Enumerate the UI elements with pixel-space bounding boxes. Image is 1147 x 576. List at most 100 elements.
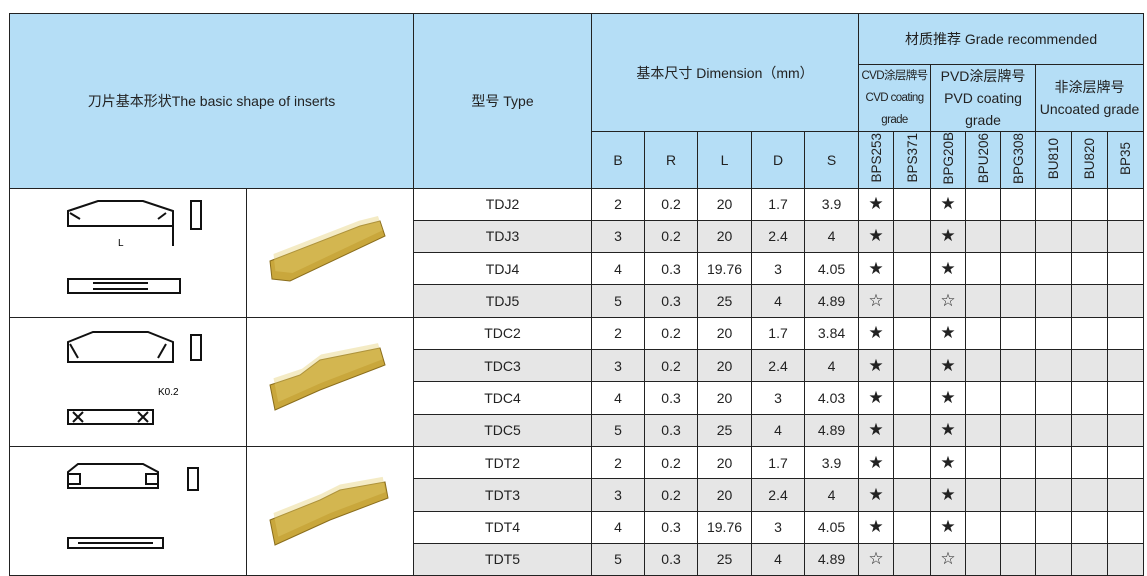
dim-B-cell: 5 [591, 542, 646, 576]
dim-B-cell: 2 [591, 445, 646, 480]
dim-L-cell: 20 [697, 381, 753, 415]
table-row: TDT3 3 0.2 20 2.4 4 ★ ★ [10, 478, 1145, 512]
grade-mark-BPS253: ★ [858, 349, 895, 383]
grade-mark-BPS253: ★ [858, 252, 895, 286]
grade-mark-BPS371 [893, 478, 932, 512]
dim-S-cell: 4 [804, 349, 860, 383]
grade-mark-BP35 [1107, 316, 1145, 351]
grade-mark-BU820 [1071, 284, 1109, 318]
dim-B-cell: 3 [591, 219, 646, 254]
dimension-header: 基本尺寸 Dimension（mm） [591, 13, 860, 132]
dim-R-cell: 0.3 [644, 542, 699, 576]
grade-mark-BU810 [1035, 187, 1073, 221]
grade-mark-BPS371 [893, 381, 932, 415]
grade-table: 刀片基本形状The basic shape of inserts 型号 Type… [8, 13, 1145, 576]
grade-mark-BPG20B: ★ [930, 381, 967, 415]
dim-B-cell: 3 [591, 478, 646, 512]
table-row: TDC4 4 0.3 20 3 4.03 ★ ★ [10, 381, 1145, 415]
grade-mark-BPU206 [965, 349, 1002, 383]
grade-mark-BP35 [1107, 349, 1145, 383]
dim-header-D: D [751, 131, 806, 189]
dim-L-cell: 19.76 [697, 510, 753, 544]
dim-S-cell: 4.05 [804, 252, 860, 286]
grade-mark-BU810 [1035, 478, 1073, 512]
grade-mark-BPS253: ★ [858, 413, 895, 447]
insert-drawing [9, 445, 247, 576]
grade-mark-BU810 [1035, 284, 1073, 318]
dim-B-cell: 2 [591, 187, 646, 221]
grade-mark-BPG308 [1000, 187, 1037, 221]
table-row: TDJ5 5 0.3 25 4 4.89 ☆ ☆ [10, 284, 1145, 318]
table-row: TDC5 5 0.3 25 4 4.89 ★ ★ [10, 413, 1145, 447]
grade-mark-BP35 [1107, 510, 1145, 544]
grade-mark-BPG20B: ★ [930, 510, 967, 544]
grade-mark-BPU206 [965, 219, 1002, 254]
grade-mark-BPG20B: ★ [930, 252, 967, 286]
table-row: TDT2 2 0.2 20 1.7 3.9 ★ ★ [9, 445, 1145, 576]
dim-S-cell: 4 [804, 478, 860, 512]
dim-D-cell: 1.7 [751, 187, 806, 221]
dim-R-cell: 0.2 [644, 445, 699, 480]
type-cell: TDT5 [413, 542, 593, 576]
type-cell: TDC5 [413, 413, 593, 447]
grade-mark-BPS371 [893, 349, 932, 383]
grade-mark-BP35 [1107, 381, 1145, 415]
type-cell: TDJ2 [413, 187, 593, 221]
dim-R-cell: 0.3 [644, 510, 699, 544]
grade-mark-BPS371 [893, 413, 932, 447]
dim-R-cell: 0.3 [644, 413, 699, 447]
dim-L-cell: 20 [697, 349, 753, 383]
grade-mark-BU820 [1071, 316, 1109, 351]
dim-D-cell: 2.4 [751, 478, 806, 512]
dim-B-cell: 5 [591, 284, 646, 318]
dim-L-cell: 25 [697, 413, 753, 447]
grade-mark-BPS253: ★ [858, 381, 895, 415]
grade-mark-BP35 [1107, 413, 1145, 447]
grade-col-BPS371: BPS371 [893, 131, 932, 189]
grade-header: 材质推荐 Grade recommended [858, 13, 1145, 65]
grade-mark-BPS371 [893, 219, 932, 254]
dim-R-cell: 0.2 [644, 187, 699, 221]
insert-photo [245, 187, 415, 318]
grade-mark-BPG308 [1000, 478, 1037, 512]
grade-mark-BPG20B: ★ [930, 445, 967, 480]
grade-mark-BPS253: ★ [858, 478, 895, 512]
svg-text:L: L [118, 238, 124, 249]
grade-mark-BPU206 [965, 542, 1002, 576]
dim-S-cell: 4.05 [804, 510, 860, 544]
grade-mark-BPS253: ★ [858, 316, 895, 351]
dim-L-cell: 20 [697, 187, 753, 221]
dim-L-cell: 19.76 [697, 252, 753, 286]
dim-B-cell: 2 [591, 316, 646, 351]
dim-D-cell: 2.4 [751, 349, 806, 383]
dim-B-cell: 4 [591, 510, 646, 544]
dim-D-cell: 1.7 [751, 445, 806, 480]
grade-col-BPG308: BPG308 [1000, 131, 1037, 189]
grade-mark-BU810 [1035, 445, 1073, 480]
grade-mark-BU810 [1035, 510, 1073, 544]
table-row: TDT4 4 0.3 19.76 3 4.05 ★ ★ [10, 510, 1145, 544]
dim-L-cell: 20 [697, 478, 753, 512]
dim-S-cell: 4.89 [804, 413, 860, 447]
dim-D-cell: 4 [751, 542, 806, 576]
grade-mark-BPS253: ☆ [858, 542, 895, 576]
dim-R-cell: 0.3 [644, 252, 699, 286]
grade-mark-BPG20B: ★ [930, 316, 967, 351]
dim-R-cell: 0.2 [644, 219, 699, 254]
insert-photo [245, 316, 415, 447]
grade-mark-BPG308 [1000, 381, 1037, 415]
insert-drawing: L [9, 187, 247, 318]
grade-mark-BPU206 [965, 381, 1002, 415]
grade-mark-BPU206 [965, 510, 1002, 544]
grade-mark-BPU206 [965, 445, 1002, 480]
dim-header-B: B [591, 131, 646, 189]
grade-mark-BPS253: ★ [858, 445, 895, 480]
dim-L-cell: 20 [697, 445, 753, 480]
grade-mark-BPG308 [1000, 284, 1037, 318]
grade-mark-BPS371 [893, 316, 932, 351]
dim-L-cell: 25 [697, 542, 753, 576]
dim-R-cell: 0.2 [644, 478, 699, 512]
grade-mark-BU820 [1071, 445, 1109, 480]
grade-mark-BU810 [1035, 219, 1073, 254]
dim-S-cell: 4.89 [804, 284, 860, 318]
